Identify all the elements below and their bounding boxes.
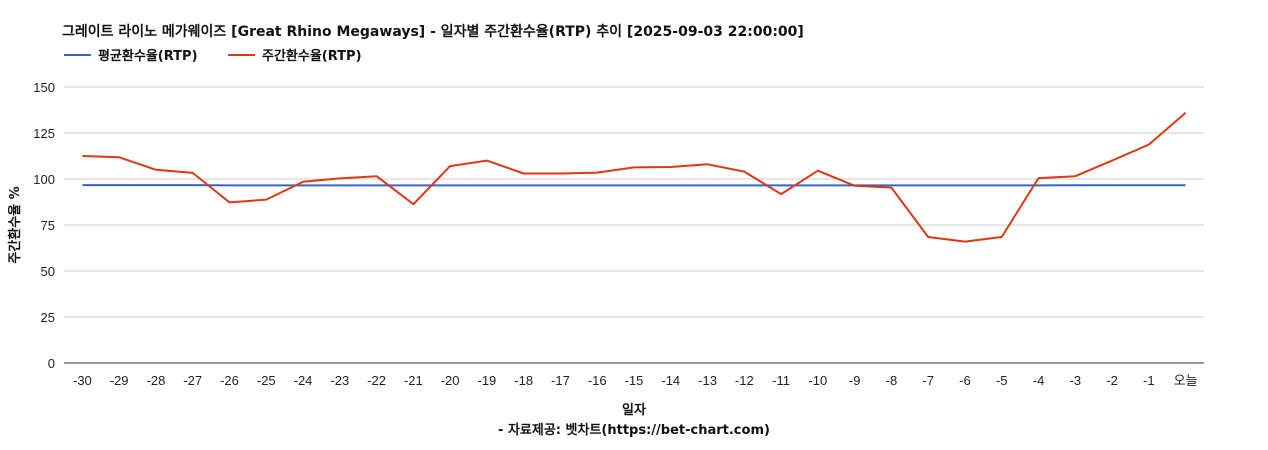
y-tick-label: 25: [41, 310, 55, 325]
x-tick-label: -10: [808, 373, 827, 388]
x-tick-label: -16: [588, 373, 607, 388]
y-tick-label: 125: [33, 126, 55, 141]
series-line-weekly-rtp: [82, 112, 1187, 243]
x-tick-label: -30: [73, 373, 92, 388]
x-tick-label: -26: [220, 373, 239, 388]
y-tick-label: 150: [33, 80, 55, 95]
x-tick-label: -29: [110, 373, 129, 388]
legend-label: 평균환수율(RTP): [98, 48, 198, 64]
x-tick-label: -18: [514, 373, 533, 388]
legend-label: 주간환수율(RTP): [262, 48, 362, 64]
x-tick-label: -27: [183, 373, 202, 388]
x-tick-label: -3: [1070, 373, 1082, 388]
x-tick-label: -14: [661, 373, 680, 388]
x-tick-label: 오늘: [1174, 373, 1198, 388]
x-tick-label: -5: [996, 373, 1008, 388]
x-tick-label: -12: [735, 373, 754, 388]
x-tick-label: -8: [886, 373, 898, 388]
x-tick-label: -11: [772, 373, 790, 388]
x-tick-label: -20: [441, 373, 460, 388]
x-tick-label: -7: [922, 373, 934, 388]
x-tick-label: -28: [147, 373, 166, 388]
x-tick-label: -22: [367, 373, 386, 388]
legend: 평균환수율(RTP) 주간환수율(RTP): [64, 48, 362, 64]
y-tick-label: 0: [48, 356, 55, 371]
x-tick-label: -4: [1033, 373, 1045, 388]
gridlines: [64, 86, 1204, 364]
x-tick-label: -19: [478, 373, 497, 388]
x-tick-label: -2: [1106, 373, 1118, 388]
x-axis-label: 일자: [622, 403, 646, 418]
y-tick-label: 50: [41, 264, 55, 279]
y-tick-label: 100: [33, 172, 55, 187]
y-axis-ticks: 0 25 50 75 100 125 150: [33, 80, 55, 371]
y-tick-label: 75: [41, 218, 55, 233]
x-tick-label: -23: [330, 373, 349, 388]
x-tick-label: -17: [551, 373, 570, 388]
source-credit: - 자료제공: 벳차트(https://bet-chart.com): [498, 422, 770, 438]
x-tick-label: -6: [959, 373, 971, 388]
x-tick-label: -1: [1143, 373, 1155, 388]
x-tick-label: -21: [404, 373, 423, 388]
x-tick-label: -15: [625, 373, 644, 388]
chart-title: 그레이트 라이노 메가웨이즈 [Great Rhino Megaways] - …: [62, 23, 804, 40]
x-tick-label: -24: [294, 373, 313, 388]
series-lines: [82, 112, 1187, 243]
x-tick-label: -9: [849, 373, 861, 388]
x-tick-label: -13: [698, 373, 717, 388]
x-tick-label: -25: [257, 373, 276, 388]
y-axis-label: 주간환수율 %: [7, 186, 23, 263]
x-axis-ticks: -30 -29 -28 -27 -26 -25 -24 -23 -22 -21 -20 -19 -18 -…: [73, 373, 1198, 388]
